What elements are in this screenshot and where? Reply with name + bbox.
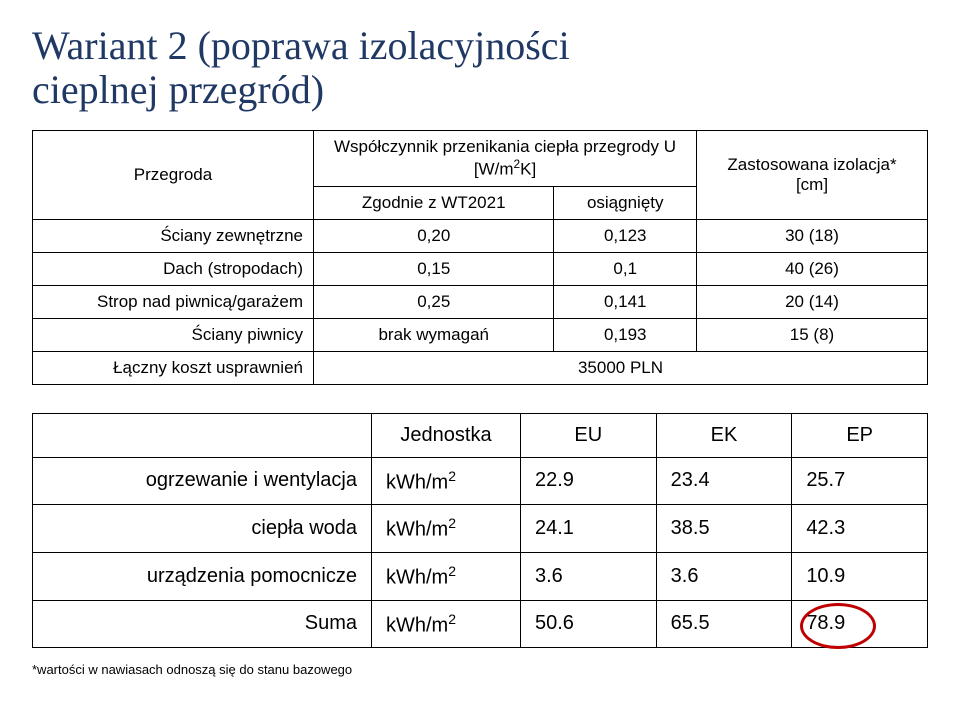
col-jednostka: Jednostka bbox=[372, 413, 521, 457]
col-ep: EP bbox=[792, 413, 928, 457]
table-energy: Jednostka EU EK EP ogrzewanie i wentylac… bbox=[32, 413, 928, 649]
footnote: *wartości w nawiasach odnoszą się do sta… bbox=[32, 662, 928, 677]
table-row: Dach (stropodach) 0,15 0,1 40 (26) bbox=[33, 252, 928, 285]
ep-suma-value: 78.9 bbox=[806, 612, 845, 634]
table-row-suma: Suma kWh/m2 50.6 65.5 78.9 bbox=[33, 600, 928, 648]
title-line-2: cieplnej przegród) bbox=[32, 67, 324, 112]
table-row: urządzenia pomocnicze kWh/m2 3.6 3.6 10.… bbox=[33, 552, 928, 600]
col-u: Współczynnik przenikania ciepła przegrod… bbox=[314, 131, 697, 187]
col-ek: EK bbox=[656, 413, 792, 457]
table-row: ciepła woda kWh/m2 24.1 38.5 42.3 bbox=[33, 505, 928, 553]
col-blank bbox=[33, 413, 372, 457]
unit-cell: kWh/m2 bbox=[372, 552, 521, 600]
table-row: Ściany zewnętrzne 0,20 0,123 30 (18) bbox=[33, 219, 928, 252]
page-title: Wariant 2 (poprawa izolacyjności cieplne… bbox=[32, 24, 928, 112]
title-line-1: Wariant 2 (poprawa izolacyjności bbox=[32, 23, 570, 68]
col-eu: EU bbox=[521, 413, 657, 457]
unit-cell: kWh/m2 bbox=[372, 457, 521, 505]
table-row-total: Łączny koszt usprawnień 35000 PLN bbox=[33, 351, 928, 384]
table-row: Strop nad piwnicą/garażem 0,25 0,141 20 … bbox=[33, 285, 928, 318]
unit-cell: kWh/m2 bbox=[372, 600, 521, 648]
table-row: ogrzewanie i wentylacja kWh/m2 22.9 23.4… bbox=[33, 457, 928, 505]
table-envelope: Przegroda Współczynnik przenikania ciepł… bbox=[32, 130, 928, 385]
col-przegroda: Przegroda bbox=[33, 131, 314, 220]
table-row: Ściany piwnicy brak wymagań 0,193 15 (8) bbox=[33, 318, 928, 351]
subcol-osiagniety: osiągnięty bbox=[554, 186, 697, 219]
unit-cell: kWh/m2 bbox=[372, 505, 521, 553]
subcol-zgodnie: Zgodnie z WT2021 bbox=[314, 186, 554, 219]
col-izolacja: Zastosowana izolacja* [cm] bbox=[697, 131, 928, 220]
